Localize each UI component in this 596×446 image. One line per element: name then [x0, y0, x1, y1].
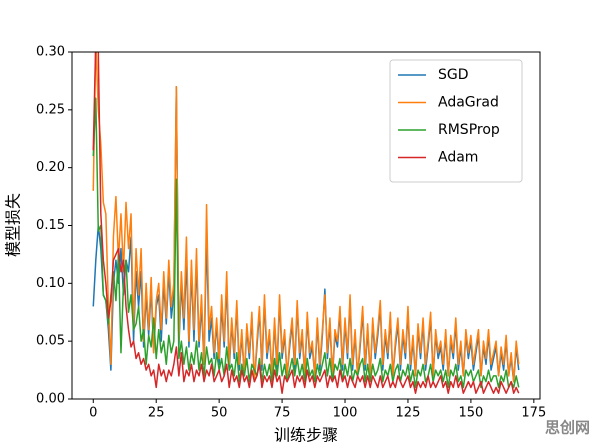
x-tick-label: 75 [274, 406, 291, 421]
series-group [92, 97, 520, 389]
x-tick-label: 25 [148, 406, 165, 421]
legend-label: AdaGrad [438, 95, 499, 111]
x-tick-label: 150 [458, 406, 483, 421]
series-group [92, 52, 520, 383]
x-tick-label: 100 [333, 406, 358, 421]
series-group [92, 52, 520, 394]
legend-label: RMSProp [438, 122, 500, 138]
series-line [92, 97, 520, 389]
x-tick-label: 125 [396, 406, 421, 421]
legend-label: Adam [438, 150, 478, 166]
y-tick-label: 0.15 [36, 218, 65, 233]
y-axis-label: 模型损失 [4, 193, 23, 257]
series-line [92, 52, 520, 394]
y-tick-label: 0.05 [36, 334, 65, 349]
x-tick-label: 0 [89, 406, 97, 421]
series-line [92, 52, 520, 383]
y-tick-label: 0.25 [36, 102, 65, 117]
y-tick-label: 0.10 [36, 276, 65, 291]
legend-label: SGD [438, 67, 469, 83]
x-axis-label: 训练步骤 [274, 426, 338, 445]
y-tick-label: 0.30 [36, 45, 65, 60]
y-tick-label: 0.00 [36, 392, 65, 407]
x-tick-label: 50 [211, 406, 228, 421]
watermark: 思创网 [545, 419, 590, 437]
x-tick-label: 175 [521, 406, 546, 421]
plot-frame [71, 51, 541, 400]
legend-box [389, 59, 523, 183]
y-tick-label: 0.20 [36, 160, 65, 175]
